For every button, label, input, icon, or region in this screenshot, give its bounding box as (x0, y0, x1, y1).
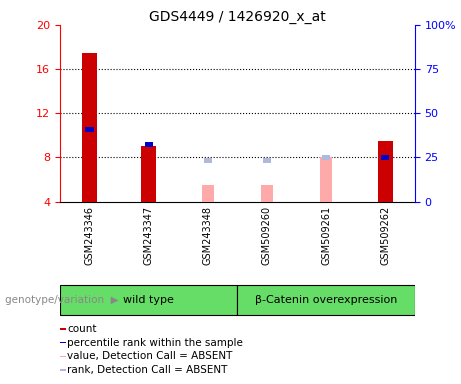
Text: GSM243348: GSM243348 (203, 206, 213, 265)
Bar (381, 155, 390, 160)
Bar (145, 142, 153, 147)
Text: value, Detection Call = ABSENT: value, Detection Call = ABSENT (67, 351, 232, 361)
Text: GSM243347: GSM243347 (144, 206, 154, 265)
Text: β-Catenin overexpression: β-Catenin overexpression (255, 295, 397, 305)
Bar (60, 369, 66, 371)
FancyBboxPatch shape (60, 285, 237, 315)
Text: GSM509260: GSM509260 (262, 206, 272, 265)
Bar (60, 328, 66, 329)
Text: GSM509261: GSM509261 (321, 206, 331, 265)
Bar (82, 53, 97, 202)
Bar (60, 342, 66, 343)
Bar (60, 356, 66, 357)
Bar (85, 127, 94, 132)
Text: wild type: wild type (123, 295, 174, 305)
Text: count: count (67, 324, 96, 334)
Text: GSM243346: GSM243346 (84, 206, 95, 265)
Bar (320, 157, 332, 202)
Bar (261, 185, 273, 202)
Text: percentile rank within the sample: percentile rank within the sample (67, 338, 243, 348)
Bar (378, 141, 393, 202)
Bar (322, 155, 330, 160)
Bar (204, 158, 212, 163)
Text: genotype/variation  ▶: genotype/variation ▶ (5, 295, 118, 305)
Title: GDS4449 / 1426920_x_at: GDS4449 / 1426920_x_at (149, 10, 326, 24)
Text: rank, Detection Call = ABSENT: rank, Detection Call = ABSENT (67, 365, 227, 375)
Bar (201, 185, 214, 202)
Bar (141, 146, 156, 202)
Text: GSM509262: GSM509262 (380, 206, 390, 265)
Bar (263, 158, 271, 163)
FancyBboxPatch shape (237, 285, 415, 315)
